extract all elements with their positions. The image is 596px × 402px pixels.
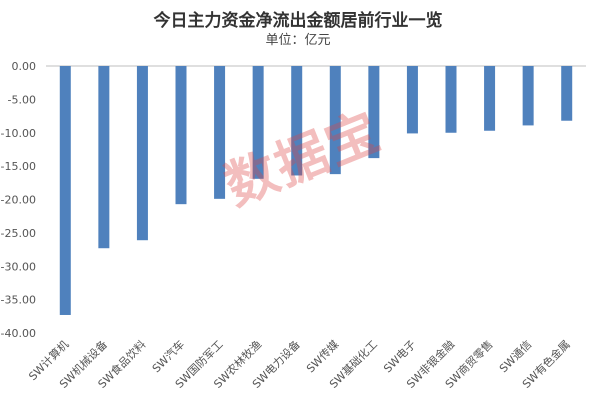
y-tick-label: -25.00 [1,227,36,240]
x-tick-label: SW传媒 [304,338,341,375]
bar [291,66,303,176]
x-tick-label: SW通信 [497,338,534,375]
y-tick-label: -35.00 [1,294,36,307]
bar [484,66,496,131]
bar [252,66,264,179]
bar [175,66,187,205]
y-tick-label: -15.00 [1,160,36,173]
bar [98,66,110,249]
y-tick-label: -40.00 [1,327,36,340]
chart-subtitle: 单位：亿元 [265,33,331,48]
x-tick-label: SW汽车 [149,337,187,375]
bar [561,66,573,121]
bar [445,66,457,133]
y-tick-label: 0.00 [12,60,37,73]
y-tick-label: -5.00 [8,93,36,106]
y-tick-label: -20.00 [1,194,36,207]
bar [522,66,534,126]
bar [406,66,418,134]
bar [59,66,71,315]
bar [329,66,341,175]
y-tick-label: -30.00 [1,260,36,273]
bar [136,66,148,241]
bar [214,66,226,199]
bar [368,66,380,159]
y-tick-label: -10.00 [1,127,36,140]
chart-title: 今日主力资金净流出金额居前行业一览 [153,11,443,31]
x-tick-label: SW电子 [381,338,418,375]
